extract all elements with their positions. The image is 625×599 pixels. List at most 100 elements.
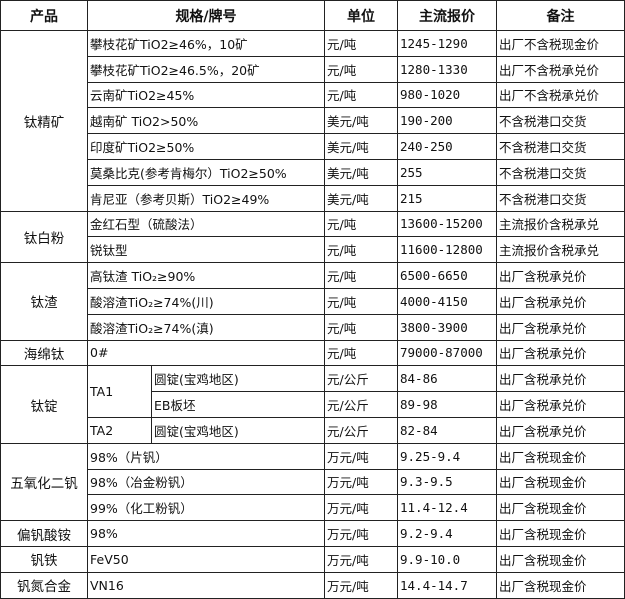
product-cell: 五氧化二钒 (0, 442, 88, 522)
spec-cell: 越南矿 TiO2>50% (87, 107, 325, 135)
table-row: 越南矿 TiO2>50% 美元/吨 190-200 不含税港口交货 (1, 107, 625, 135)
note-cell: 出厂含税承兑价 (496, 262, 625, 289)
product-cell: 钛精矿 (0, 30, 88, 212)
price-cell: 9.3-9.5 (397, 468, 497, 496)
note-cell: 不含税港口交货 (496, 107, 625, 135)
unit-cell: 元/吨 (324, 210, 398, 238)
price-cell: 1245-1290 (397, 30, 497, 57)
grade-cell: TA2 (87, 416, 152, 444)
spec-cell: 酸溶渣TiO₂≥74%(滇) (87, 313, 325, 341)
unit-cell: 万元/吨 (324, 545, 398, 573)
unit-cell: 万元/吨 (324, 468, 398, 496)
spec-cell: 金红石型（硫酸法） (87, 210, 325, 238)
note-cell: 不含税港口交货 (496, 133, 625, 160)
grade-cell: TA1 (87, 365, 152, 418)
spec-cell: 肯尼亚（参考贝斯）TiO2≥49% (87, 184, 325, 212)
unit-cell: 元/吨 (324, 339, 398, 367)
note-cell: 出厂含税承兑价 (496, 416, 625, 444)
table-row: 攀枝花矿TiO2≥46.5%，20矿 元/吨 1280-1330 出厂不含税承兑价 (1, 55, 625, 83)
spec-cell: 98% (87, 520, 325, 547)
price-cell: 79000-87000 (397, 339, 497, 367)
price-cell: 1280-1330 (397, 55, 497, 83)
unit-cell: 元/吨 (324, 313, 398, 341)
note-cell: 出厂含税现金价 (496, 494, 625, 522)
header-row: 产品 规格/牌号 单位 主流报价 备注 (0, 0, 625, 31)
note-cell: 出厂含税现金价 (496, 442, 625, 470)
unit-cell: 美元/吨 (324, 184, 398, 212)
unit-cell: 万元/吨 (324, 571, 398, 599)
table-row: 印度矿TiO2≥50% 美元/吨 240-250 不含税港口交货 (1, 133, 625, 160)
note-cell: 出厂含税承兑价 (496, 391, 625, 418)
price-cell: 3800-3900 (397, 313, 497, 341)
product-cell: 钛白粉 (0, 210, 88, 264)
unit-cell: 元/吨 (324, 81, 398, 109)
spec-cell: 98%（冶金粉钒） (87, 468, 325, 496)
product-cell: 海绵钛 (0, 339, 88, 367)
spec-cell: 圆锭(宝鸡地区) (151, 365, 325, 393)
table-row: 99%（化工粉钒） 万元/吨 11.4-12.4 出厂含税现金价 (1, 494, 625, 522)
price-cell: 980-1020 (397, 81, 497, 109)
spec-cell: EB板坯 (151, 391, 325, 418)
unit-cell: 元/吨 (324, 262, 398, 289)
note-cell: 出厂含税现金价 (496, 545, 625, 573)
unit-cell: 美元/吨 (324, 107, 398, 135)
note-cell: 不含税港口交货 (496, 184, 625, 212)
price-cell: 255 (397, 158, 497, 186)
product-cell: 钛锭 (0, 365, 88, 444)
table-row: 酸溶渣TiO₂≥74%(滇) 元/吨 3800-3900 出厂含税承兑价 (1, 313, 625, 341)
spec-cell: 云南矿TiO2≥45% (87, 81, 325, 109)
table-row: EB板坯 元/公斤 89-98 出厂含税承兑价 (1, 391, 625, 418)
note-cell: 出厂不含税现金价 (496, 30, 625, 57)
header-unit: 单位 (324, 0, 398, 31)
unit-cell: 万元/吨 (324, 442, 398, 470)
table-row: 海绵钛 0# 元/吨 79000-87000 出厂含税承兑价 (0, 339, 625, 367)
unit-cell: 元/公斤 (324, 365, 398, 393)
note-cell: 出厂含税承兑价 (496, 365, 625, 393)
header-product: 产品 (0, 0, 88, 31)
product-cell: 钛渣 (0, 262, 88, 341)
price-cell: 190-200 (397, 107, 497, 135)
price-cell: 9.25-9.4 (397, 442, 497, 470)
price-cell: 9.9-10.0 (397, 545, 497, 573)
table-row: 钛白粉 金红石型（硫酸法） 元/吨 13600-15200 主流报价含税承兑 (0, 210, 625, 264)
table-row: 钒氮合金 VN16 万元/吨 14.4-14.7 出厂含税现金价 (0, 571, 625, 599)
note-cell: 出厂含税现金价 (496, 468, 625, 496)
note-cell: 不含税港口交货 (496, 158, 625, 186)
product-cell: 偏钒酸铵 (0, 520, 88, 547)
note-cell: 出厂不含税承兑价 (496, 55, 625, 83)
table-row: 莫桑比克(参考肯梅尔）TiO2≥50% 美元/吨 255 不含税港口交货 (1, 158, 625, 186)
note-cell: 出厂含税承兑价 (496, 339, 625, 367)
table-row: 偏钒酸铵 98% 万元/吨 9.2-9.4 出厂含税现金价 (0, 520, 625, 547)
price-cell: 84-86 (397, 365, 497, 393)
table-row: 锐钛型 元/吨 11600-12800 主流报价含税承兑 (1, 236, 625, 264)
table-row: 酸溶渣TiO₂≥74%(川) 元/吨 4000-4150 出厂含税承兑价 (1, 287, 625, 315)
price-cell: 6500-6650 (397, 262, 497, 289)
spec-cell: 高钛渣 TiO₂≥90% (87, 262, 325, 289)
price-cell: 14.4-14.7 (397, 571, 497, 599)
table-row: 五氧化二钒 98%（片钒） 万元/吨 9.25-9.4 出厂含税现金价 (0, 442, 625, 522)
price-cell: 9.2-9.4 (397, 520, 497, 547)
spec-cell: 印度矿TiO2≥50% (87, 133, 325, 160)
price-cell: 82-84 (397, 416, 497, 444)
price-cell: 4000-4150 (397, 287, 497, 315)
note-cell: 出厂不含税承兑价 (496, 81, 625, 109)
spec-cell: 锐钛型 (87, 236, 325, 264)
unit-cell: 元/吨 (324, 55, 398, 83)
unit-cell: 万元/吨 (324, 494, 398, 522)
unit-cell: 元/公斤 (324, 391, 398, 418)
unit-cell: 元/吨 (324, 236, 398, 264)
table-row: 钒铁 FeV50 万元/吨 9.9-10.0 出厂含税现金价 (0, 545, 625, 573)
price-cell: 240-250 (397, 133, 497, 160)
table-row: 钛锭 TA1 圆锭(宝鸡地区) 元/公斤 84-86 出厂含税承兑价 (0, 365, 625, 444)
note-cell: 出厂含税现金价 (496, 520, 625, 547)
unit-cell: 美元/吨 (324, 133, 398, 160)
table-row: 98%（冶金粉钒） 万元/吨 9.3-9.5 出厂含税现金价 (1, 468, 625, 496)
spec-cell: 攀枝花矿TiO2≥46%，10矿 (87, 30, 325, 57)
unit-cell: 元/公斤 (324, 416, 398, 444)
spec-cell: 99%（化工粉钒） (87, 494, 325, 522)
table-row: 肯尼亚（参考贝斯）TiO2≥49% 美元/吨 215 不含税港口交货 (1, 184, 625, 212)
spec-cell: 98%（片钒） (87, 442, 325, 470)
spec-cell: 0# (87, 339, 325, 367)
header-price: 主流报价 (397, 0, 497, 31)
